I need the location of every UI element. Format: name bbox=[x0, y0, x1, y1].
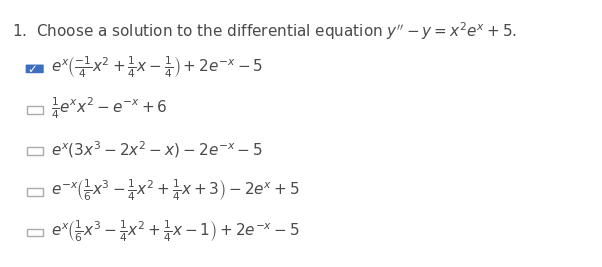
Text: $e^{x}\left(\frac{1}{6}x^3 - \frac{1}{4}x^2 + \frac{1}{4}x - 1\right) + 2e^{-x} : $e^{x}\left(\frac{1}{6}x^3 - \frac{1}{4}… bbox=[51, 218, 300, 244]
Text: $e^{x}(3x^3 - 2x^2 - x) - 2e^{-x} - 5$: $e^{x}(3x^3 - 2x^2 - x) - 2e^{-x} - 5$ bbox=[51, 139, 263, 160]
Text: $\frac{1}{4}e^{x}x^2 - e^{-x} + 6$: $\frac{1}{4}e^{x}x^2 - e^{-x} + 6$ bbox=[51, 96, 167, 121]
FancyBboxPatch shape bbox=[26, 229, 43, 237]
Text: $e^{-x}\left(\frac{1}{6}x^3 - \frac{1}{4}x^2 + \frac{1}{4}x + 3\right) - 2e^{x} : $e^{-x}\left(\frac{1}{6}x^3 - \frac{1}{4… bbox=[51, 177, 300, 203]
FancyBboxPatch shape bbox=[26, 147, 43, 155]
Text: $\checkmark$: $\checkmark$ bbox=[27, 62, 37, 75]
FancyBboxPatch shape bbox=[26, 188, 43, 195]
FancyBboxPatch shape bbox=[26, 65, 44, 73]
Text: $e^{x}\left(\frac{-1}{4}x^2 + \frac{1}{4}x - \frac{1}{4}\right) + 2e^{-x} - 5$: $e^{x}\left(\frac{-1}{4}x^2 + \frac{1}{4… bbox=[51, 54, 263, 80]
FancyBboxPatch shape bbox=[26, 106, 43, 114]
Text: 1.  Choose a solution to the differential equation $y'' - y = x^2e^x + 5$.: 1. Choose a solution to the differential… bbox=[13, 20, 518, 42]
